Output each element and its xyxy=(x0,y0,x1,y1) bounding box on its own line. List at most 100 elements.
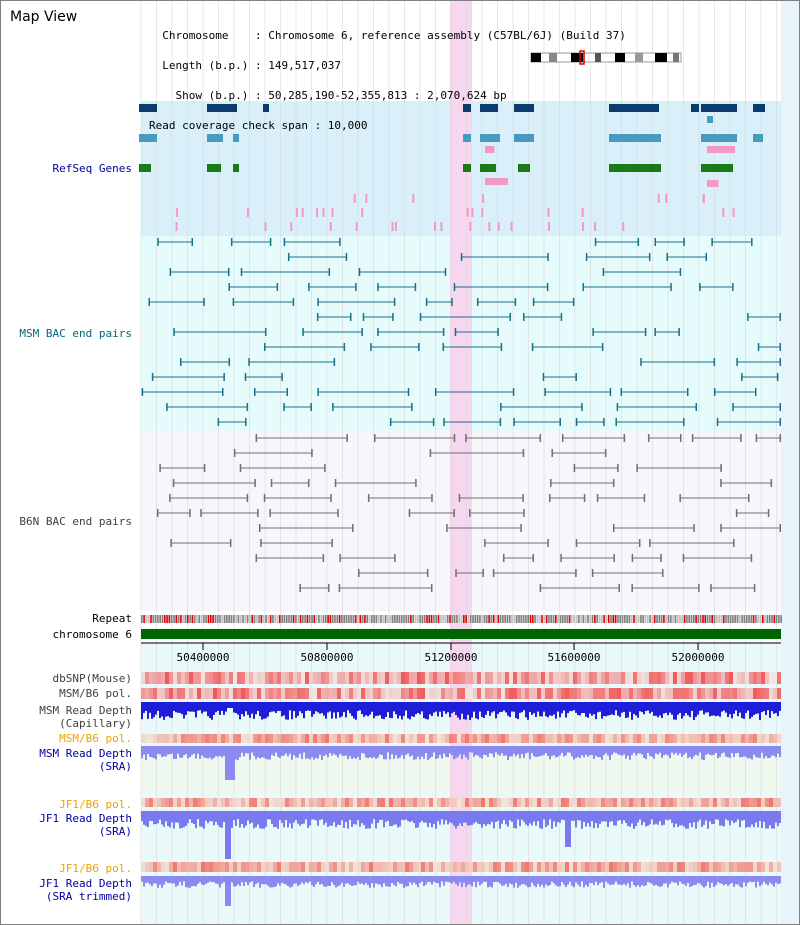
msm-b6-pol-heat-cell xyxy=(333,734,337,743)
msm-b6-pol-heat-cell xyxy=(357,734,361,743)
msm-capillary-depth-bar xyxy=(735,702,737,711)
msm-sra-depth-bar xyxy=(577,746,579,757)
jf1-b6-pol-heat-cell xyxy=(273,862,277,872)
msm-sra-depth-bar xyxy=(267,746,269,760)
repeat-mark xyxy=(688,615,690,623)
jf1-trimmed-depth-bar xyxy=(707,876,709,882)
repeat-mark xyxy=(587,615,589,623)
msm-b6-pol-heat-cell xyxy=(445,688,449,699)
msm-b6-pol-heat-cell xyxy=(589,688,593,699)
b6n-bac-pair-end xyxy=(735,509,738,517)
jf1-trimmed-depth-bar xyxy=(435,876,437,883)
msm-sra-depth-bar xyxy=(583,746,585,758)
dbsnp-heat-cell xyxy=(553,672,557,684)
msm-capillary-depth-bar xyxy=(691,702,693,711)
jf1-trimmed-depth-bar xyxy=(675,876,677,883)
msm-sra-depth-bar xyxy=(477,746,479,756)
msm-capillary-depth-bar xyxy=(401,702,403,720)
b6n-bac-pair-end xyxy=(254,479,256,487)
dbsnp-heat-cell xyxy=(513,672,517,684)
msm-b6-pol-heat-cell xyxy=(689,688,693,699)
b6n-bac-pair-end xyxy=(583,494,586,502)
jf1-b6-pol-heat-cell xyxy=(533,862,537,872)
jf1-b6-pol-heat-cell xyxy=(777,798,781,807)
jf1-b6-pol-heat-cell xyxy=(325,798,329,807)
msm-sra-depth-bar xyxy=(671,746,673,753)
jf1-b6-pol-heat-cell xyxy=(549,862,553,872)
jf1-trimmed-depth-bar xyxy=(667,876,669,888)
jf1-sra-depth-bar xyxy=(361,811,363,824)
msm-sra-depth-bar xyxy=(763,746,765,759)
jf1-trimmed-depth-bar xyxy=(761,876,763,885)
msm-b6-pol-heat-cell xyxy=(485,688,489,699)
jf1-sra-depth-bar xyxy=(743,811,745,820)
repeat-mark xyxy=(658,615,661,623)
repeat-mark xyxy=(527,615,529,623)
msm-b6-pol-heat-cell xyxy=(349,688,353,699)
jf1-trimmed-depth-bar xyxy=(389,876,391,887)
jf1-sra-depth-bar xyxy=(617,811,619,821)
msm-b6-pol-heat-cell xyxy=(437,688,441,699)
dbsnp-heat-cell xyxy=(577,672,581,684)
jf1-trimmed-depth-bar xyxy=(251,876,253,882)
msm-sra-depth-bar xyxy=(727,746,729,758)
b6n-bac-pair-end xyxy=(263,494,266,502)
ideogram-band xyxy=(673,53,679,62)
ideogram-band xyxy=(549,53,557,62)
jf1-sra-depth-bar xyxy=(703,811,705,825)
jf1-b6-pol-heat-cell xyxy=(621,798,625,807)
repeat-mark xyxy=(182,615,184,623)
repeat-mark xyxy=(384,615,387,623)
repeat-mark xyxy=(230,615,233,623)
repeat-mark xyxy=(421,615,424,623)
jf1-sra-depth-bar xyxy=(429,811,431,824)
jf1-sra-depth-bar xyxy=(345,811,347,822)
msm-sra-depth-bar xyxy=(203,746,205,758)
jf1-sra-depth-bar xyxy=(389,811,391,826)
b6n-bac-pair-end xyxy=(156,509,159,517)
repeat-mark xyxy=(495,615,497,623)
track-label-jf1-depth-sra-sub: (SRA) xyxy=(98,825,132,838)
jf1-trimmed-depth-bar xyxy=(351,876,353,887)
gene-exon xyxy=(485,146,495,153)
jf1-sra-depth-bar xyxy=(439,811,441,825)
jf1-trimmed-depth-bar xyxy=(281,876,283,883)
jf1-sra-depth-bar xyxy=(457,811,459,826)
jf1-sra-depth-bar xyxy=(451,811,453,824)
repeat-mark xyxy=(308,615,311,623)
jf1-b6-pol-heat-cell xyxy=(329,862,333,872)
dbsnp-heat-cell xyxy=(445,672,449,684)
msm-b6-pol-heat-cell xyxy=(349,734,353,743)
msm-capillary-depth-bar xyxy=(391,702,393,719)
msm-capillary-depth-bar xyxy=(725,702,727,713)
b6n-bac-pair-end xyxy=(337,509,339,517)
jf1-b6-pol-heat-cell xyxy=(201,798,205,807)
dbsnp-heat-cell xyxy=(633,672,637,684)
jf1-trimmed-depth-bar xyxy=(749,876,751,882)
jf1-trimmed-depth-bar xyxy=(737,876,739,885)
repeat-mark xyxy=(541,615,543,623)
jf1-b6-pol-heat-cell xyxy=(185,798,189,807)
jf1-trimmed-depth-bar xyxy=(385,876,387,887)
msm-capillary-depth-bar xyxy=(211,702,213,720)
jf1-b6-pol-heat-cell xyxy=(293,798,297,807)
jf1-b6-pol-heat-cell xyxy=(145,862,149,872)
track-label-jf1-depth-trimmed: JF1 Read Depth xyxy=(39,877,132,890)
jf1-trimmed-depth-bar xyxy=(175,876,177,887)
msm-sra-depth-bar xyxy=(329,746,331,753)
msm-capillary-depth-bar xyxy=(209,702,211,719)
jf1-sra-depth-bar xyxy=(153,811,155,825)
msm-sra-depth-bar xyxy=(199,746,201,759)
msm-sra-depth-bar xyxy=(641,746,643,755)
jf1-sra-depth-bar xyxy=(611,811,613,822)
msm-sra-depth-bar xyxy=(213,746,215,758)
msm-sra-depth-bar xyxy=(493,746,495,758)
msm-sra-depth-bar xyxy=(557,746,559,757)
jf1-trimmed-depth-bar xyxy=(233,876,235,887)
repeat-mark xyxy=(242,615,244,623)
jf1-trimmed-depth-bar xyxy=(477,876,479,882)
repeat-mark xyxy=(157,615,159,623)
msm-capillary-depth-bar xyxy=(257,702,259,711)
jf1-b6-pol-heat-cell xyxy=(581,862,585,872)
